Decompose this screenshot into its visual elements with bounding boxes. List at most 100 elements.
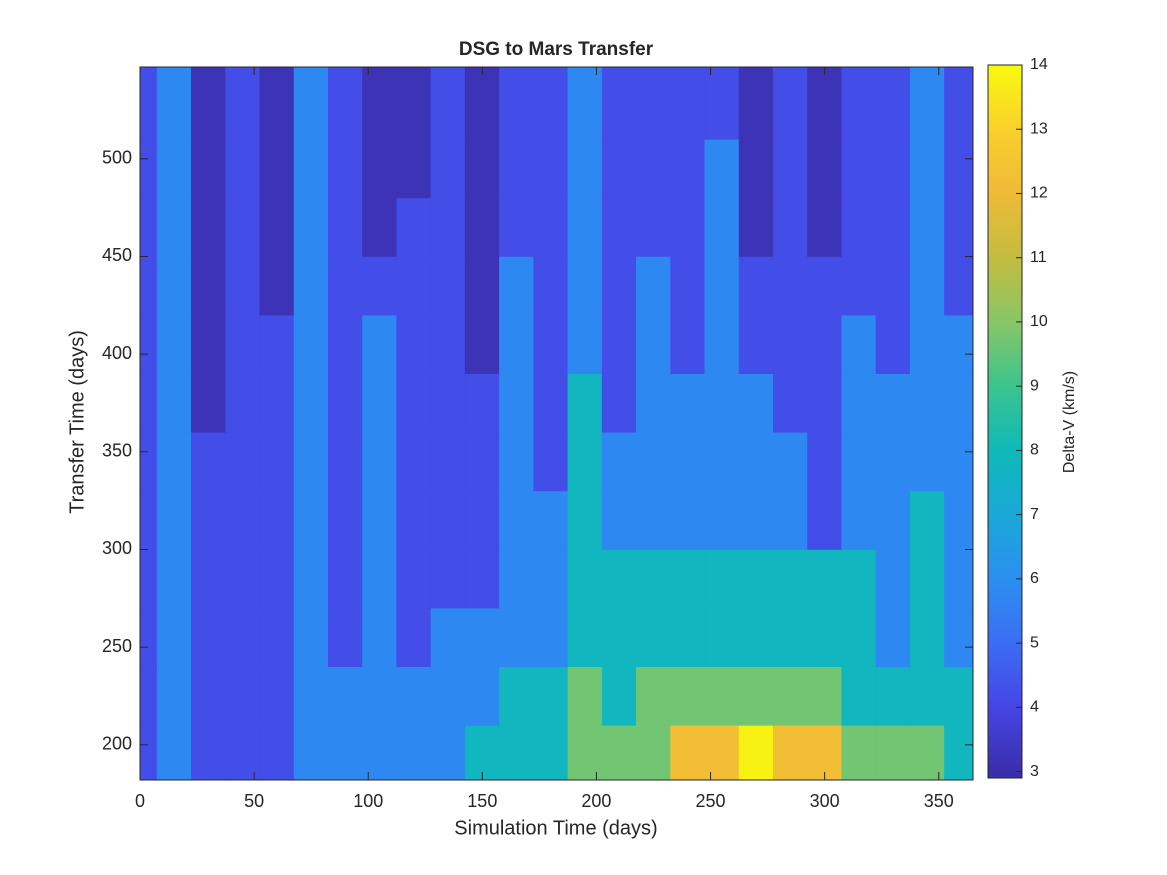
contour-cell [464, 666, 500, 726]
contour-cell [293, 607, 329, 668]
contour-cell [533, 666, 569, 726]
contour-cell [139, 431, 158, 492]
contour-cell [499, 373, 534, 433]
contour-cell [636, 373, 671, 433]
contour-cell [807, 373, 843, 433]
x-tick-label: 50 [244, 791, 264, 811]
contour-cell [944, 431, 974, 492]
contour-cell [773, 725, 808, 781]
contour-cell [944, 66, 974, 140]
contour-cell [259, 314, 295, 374]
contour-cell [293, 197, 329, 257]
colorbar-tick-label: 4 [1030, 699, 1039, 716]
contour-cell [841, 373, 877, 433]
contour-cell [139, 607, 158, 668]
contour-cell [430, 431, 466, 492]
contour-cell [362, 607, 398, 668]
contour-cell [499, 666, 534, 726]
contour-cell [704, 66, 740, 140]
contour-cell [362, 314, 398, 374]
contour-cell [225, 607, 261, 668]
contour-cell [567, 138, 603, 199]
contour-cell [464, 66, 500, 140]
contour-cell [738, 607, 774, 668]
contour-cell [944, 490, 974, 550]
contour-cell [430, 66, 466, 140]
contour-cell [156, 66, 192, 140]
contour-cell [396, 549, 432, 609]
contour-cell [601, 666, 637, 726]
contour-cell [807, 314, 843, 374]
contour-cell [909, 725, 945, 781]
contour-cell [841, 725, 877, 781]
contour-cell [499, 314, 534, 374]
contour-cell [225, 549, 261, 609]
contour-cell [704, 549, 740, 609]
contour-cell [670, 197, 706, 257]
contour-cell [944, 607, 974, 668]
contour-cell [139, 490, 158, 550]
colorbar-tick-label: 11 [1030, 249, 1047, 266]
contour-cell [430, 373, 466, 433]
contour-cell [327, 725, 363, 781]
contour-cell [191, 431, 226, 492]
contour-cell [225, 197, 261, 257]
x-tick-label: 150 [467, 791, 497, 811]
contour-cell [841, 490, 877, 550]
contour-cell [156, 725, 192, 781]
axes-box [139, 66, 974, 781]
colorbar [987, 64, 1023, 779]
contour-cell [909, 666, 945, 726]
contour-cell [636, 607, 671, 668]
contour-cell [738, 314, 774, 374]
contour-cell [807, 549, 843, 609]
contour-cell [909, 607, 945, 668]
contour-cell [567, 607, 603, 668]
contour-cell [362, 138, 398, 199]
contour-cell [738, 725, 774, 781]
contour-cell [259, 666, 295, 726]
contour-cell [704, 256, 740, 316]
contour-cell [293, 431, 329, 492]
contour-cell [670, 725, 706, 781]
contour-cell [773, 431, 808, 492]
contour-cell [430, 314, 466, 374]
contour-cell [738, 490, 774, 550]
contour-cell [362, 373, 398, 433]
contour-cell [909, 66, 945, 140]
contour-cell [807, 666, 843, 726]
contour-cell [191, 607, 226, 668]
contour-cell [293, 666, 329, 726]
contour-cell [156, 549, 192, 609]
contour-cell [430, 725, 466, 781]
contour-cell [944, 373, 974, 433]
contour-cell [533, 373, 569, 433]
contour-cell [841, 314, 877, 374]
contour-cell [670, 256, 706, 316]
contour-cell [670, 373, 706, 433]
contour-cell [601, 725, 637, 781]
contour-cell [773, 314, 808, 374]
contour-cell [704, 666, 740, 726]
contour-cell [396, 373, 432, 433]
contour-cell [841, 549, 877, 609]
x-tick-label: 200 [581, 791, 611, 811]
contour-cell [156, 138, 192, 199]
contour-cell [259, 431, 295, 492]
contour-cell [225, 725, 261, 781]
contour-cell [567, 431, 603, 492]
contour-cell [807, 66, 843, 140]
contour-cell [430, 666, 466, 726]
contour-cell [225, 373, 261, 433]
contour-cell [533, 549, 569, 609]
contour-cell [293, 490, 329, 550]
contour-cell [807, 490, 843, 550]
contour-cell [944, 666, 974, 726]
contour-cell [533, 256, 569, 316]
contour-cell [191, 549, 226, 609]
contour-cell [738, 66, 774, 140]
contour-cell [704, 490, 740, 550]
x-tick-label: 0 [135, 791, 145, 811]
contour-cell [636, 197, 671, 257]
